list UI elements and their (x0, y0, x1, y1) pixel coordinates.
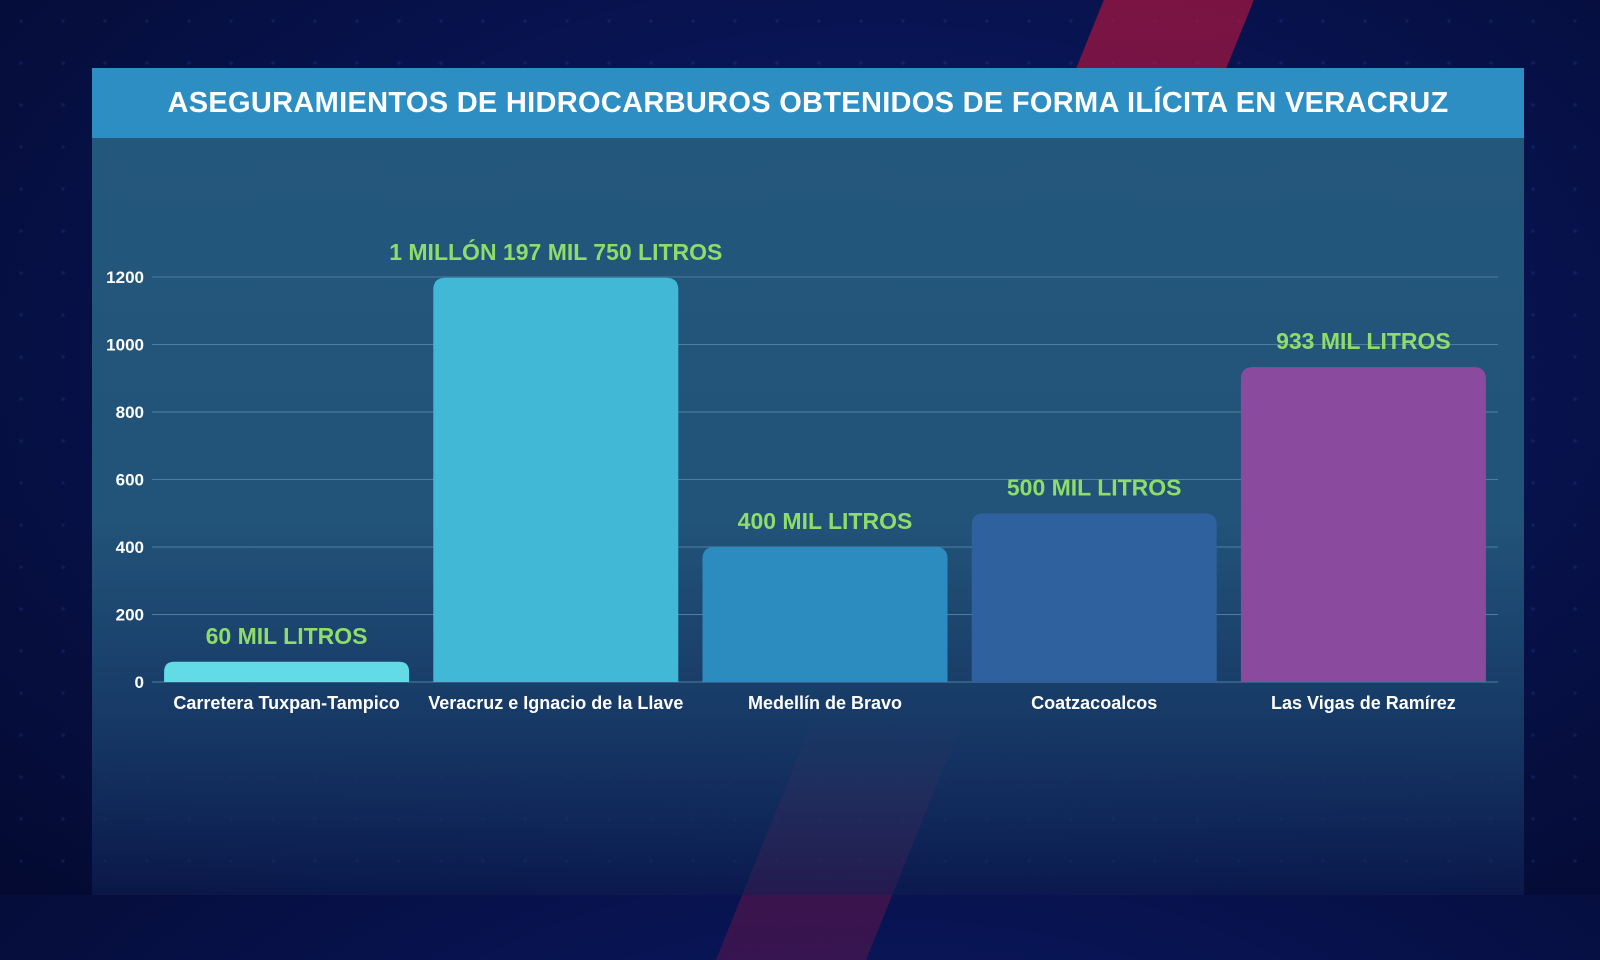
x-category-label: Coatzacoalcos (1031, 693, 1157, 713)
y-tick-label: 400 (116, 538, 144, 557)
x-category-label: Las Vigas de Ramírez (1271, 693, 1456, 713)
bar (971, 513, 1217, 682)
bar (433, 277, 679, 682)
y-tick-label: 200 (116, 606, 144, 625)
data-label: 60 MIL LITROS (206, 623, 368, 649)
bar-chart: 0 200 400 600 800 1000 1200 60 MIL LITROS Carret… (106, 237, 1498, 713)
title-bar: ASEGURAMIENTOS DE HIDROCARBUROS OBTENIDO… (92, 68, 1524, 138)
bar (1240, 367, 1486, 682)
y-tick-label: 1200 (106, 268, 144, 287)
data-label: 1 MILLÓN 197 MIL 750 LITROS (389, 238, 722, 265)
data-label: 933 MIL LITROS (1276, 328, 1451, 354)
bar (164, 661, 410, 682)
data-label: 500 MIL LITROS (1007, 474, 1182, 500)
x-category-label: Veracruz e Ignacio de la Llave (428, 693, 683, 713)
y-tick-label: 1000 (106, 336, 144, 355)
y-tick-label: 600 (116, 471, 144, 490)
y-tick-label: 0 (135, 673, 144, 692)
y-tick-label: 800 (116, 403, 144, 422)
x-category-label: Carretera Tuxpan-Tampico (173, 693, 399, 713)
chart-title: ASEGURAMIENTOS DE HIDROCARBUROS OBTENIDO… (167, 86, 1449, 119)
bar (702, 547, 948, 682)
data-label: 400 MIL LITROS (738, 508, 913, 534)
x-category-label: Medellín de Bravo (748, 693, 902, 713)
